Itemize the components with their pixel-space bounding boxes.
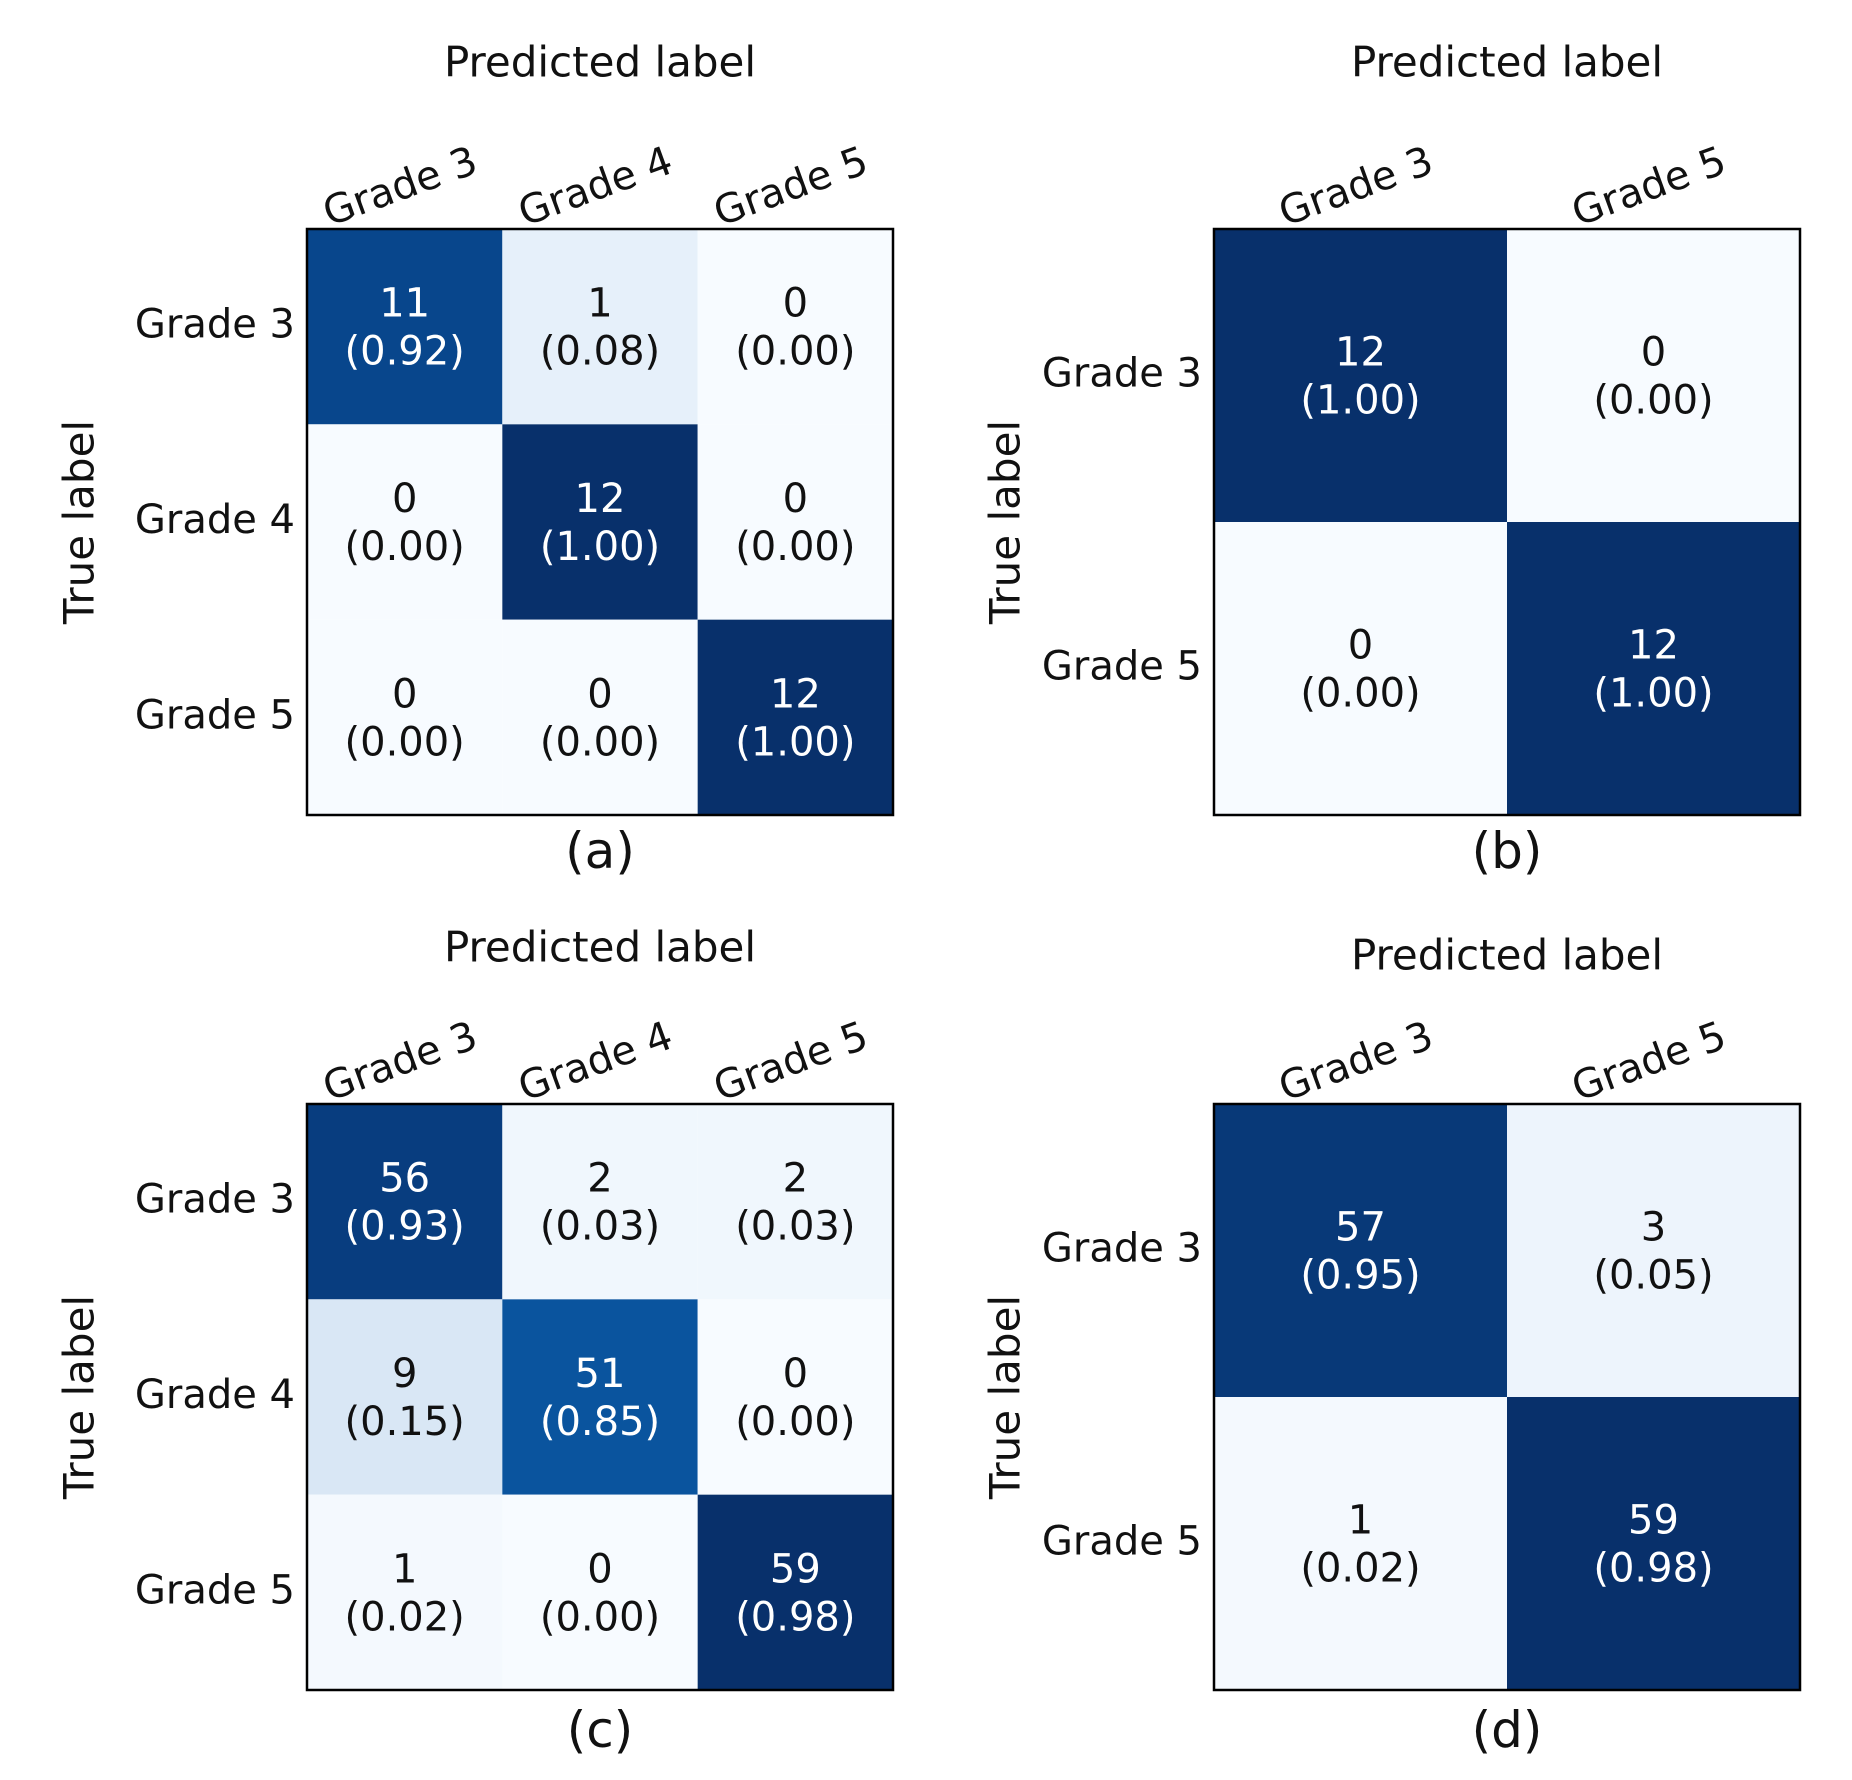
heatmap-cell (307, 424, 503, 620)
panel-label: (c) (567, 1701, 634, 1759)
heatmap-cell (502, 619, 698, 815)
x-tick-label: Grade 4 (512, 138, 678, 236)
cell-label: 0 (0.00) (735, 281, 855, 375)
y-tick-label: Grade 3 (135, 302, 295, 348)
heatmap-cell (502, 424, 698, 620)
heatmap-cell (697, 1494, 893, 1690)
y-axis-title: True label (981, 1295, 1030, 1500)
y-tick-label: Grade 4 (135, 1372, 295, 1418)
cell-label: 0 (0.00) (345, 671, 465, 765)
heatmap-cell (697, 424, 893, 620)
cell-label: 57 (0.95) (1300, 1205, 1420, 1299)
x-tick-label: Grade 5 (1566, 1013, 1732, 1111)
cell-label: 1 (0.02) (345, 1546, 465, 1640)
confusion-matrix-a: Predicted label True label 11 (0.92) 1 (0.08)… (55, 38, 895, 880)
cell-label: 12 (1.00) (735, 671, 855, 765)
confusion-matrix-c: Predicted label True label 56 (0.93) 2 (0.03)… (55, 923, 895, 1759)
heatmap-cell (1214, 229, 1507, 522)
confusion-matrix-b: Predicted label True label 12 (1.00) 0 (0.00)… (981, 38, 1802, 880)
cell-label: 59 (0.98) (735, 1546, 855, 1640)
heatmap-cell (307, 229, 503, 425)
heatmap-cell (1507, 522, 1800, 815)
y-tick-label: Grade 4 (135, 497, 295, 543)
x-tick-label: Grade 5 (708, 138, 874, 236)
heatmap-cell (697, 1299, 893, 1495)
y-tick-label: Grade 3 (135, 1177, 295, 1223)
heatmap-cell (502, 1299, 698, 1495)
cell-label: 0 (0.00) (735, 1351, 855, 1445)
heatmap-cell (1214, 1397, 1507, 1690)
matrix-frame (305, 227, 895, 817)
heatmap-cell (697, 229, 893, 425)
matrix-frame (1212, 1102, 1802, 1692)
y-tick-label: Grade 5 (135, 692, 295, 738)
heatmap-cell (1214, 522, 1507, 815)
x-tick-label: Grade 4 (512, 1013, 678, 1111)
heatmap-cell (502, 1104, 698, 1300)
heatmap-cell (307, 1299, 503, 1495)
cell-label: 3 (0.05) (1593, 1205, 1713, 1299)
heatmap-cell (307, 619, 503, 815)
cell-label: 1 (0.02) (1300, 1498, 1420, 1592)
heatmap-cell (502, 229, 698, 425)
y-axis-title: True label (981, 420, 1030, 625)
cell-label: 0 (0.00) (735, 476, 855, 570)
matrix-frame (1212, 227, 1802, 817)
cell-label: 0 (0.00) (540, 1546, 660, 1640)
x-axis-title: Predicted label (444, 923, 756, 972)
cell-label: 51 (0.85) (540, 1351, 660, 1445)
cell-label: 0 (0.00) (1300, 623, 1420, 717)
x-axis-title: Predicted label (1351, 38, 1663, 87)
cell-label: 0 (0.00) (1593, 330, 1713, 424)
heatmap-cell (1507, 1397, 1800, 1690)
heatmap-cell (307, 1104, 503, 1300)
y-tick-label: Grade 5 (1042, 644, 1202, 690)
cell-label: 12 (1.00) (540, 476, 660, 570)
x-tick-label: Grade 3 (317, 1013, 483, 1111)
y-tick-label: Grade 3 (1042, 1226, 1202, 1272)
cell-label: 2 (0.03) (735, 1156, 855, 1250)
x-tick-label: Grade 3 (1273, 138, 1439, 236)
panel-label: (a) (565, 822, 635, 880)
panel-label: (b) (1472, 822, 1543, 880)
cell-label: 56 (0.93) (345, 1156, 465, 1250)
y-tick-label: Grade 3 (1042, 351, 1202, 397)
x-tick-label: Grade 5 (1566, 138, 1732, 236)
y-tick-label: Grade 5 (135, 1567, 295, 1613)
y-axis-title: True label (55, 1295, 104, 1500)
x-axis-title: Predicted label (444, 38, 756, 87)
cell-label: 0 (0.00) (540, 671, 660, 765)
cell-label: 59 (0.98) (1593, 1498, 1713, 1592)
heatmap-cell (1214, 1104, 1507, 1397)
x-tick-label: Grade 3 (1273, 1013, 1439, 1111)
y-axis-title: True label (55, 420, 104, 625)
cell-label: 0 (0.00) (345, 476, 465, 570)
y-tick-label: Grade 5 (1042, 1519, 1202, 1565)
cell-label: 1 (0.08) (540, 281, 660, 375)
cell-label: 11 (0.92) (345, 281, 465, 375)
cell-label: 2 (0.03) (540, 1156, 660, 1250)
panel-label: (d) (1472, 1701, 1543, 1759)
heatmap-cell (502, 1494, 698, 1690)
heatmap-cell (307, 1494, 503, 1690)
cell-label: 12 (1.00) (1593, 623, 1713, 717)
cell-label: 12 (1.00) (1300, 330, 1420, 424)
heatmap-cell (697, 1104, 893, 1300)
x-tick-label: Grade 3 (317, 138, 483, 236)
heatmap-cell (697, 619, 893, 815)
x-tick-label: Grade 5 (708, 1013, 874, 1111)
heatmap-cell (1507, 229, 1800, 522)
cell-label: 9 (0.15) (345, 1351, 465, 1445)
heatmap-cell (1507, 1104, 1800, 1397)
x-axis-title: Predicted label (1351, 931, 1663, 980)
matrix-frame (305, 1102, 895, 1692)
confusion-matrix-d: Predicted label True label 57 (0.95) 3 (0.05)… (981, 931, 1802, 1759)
